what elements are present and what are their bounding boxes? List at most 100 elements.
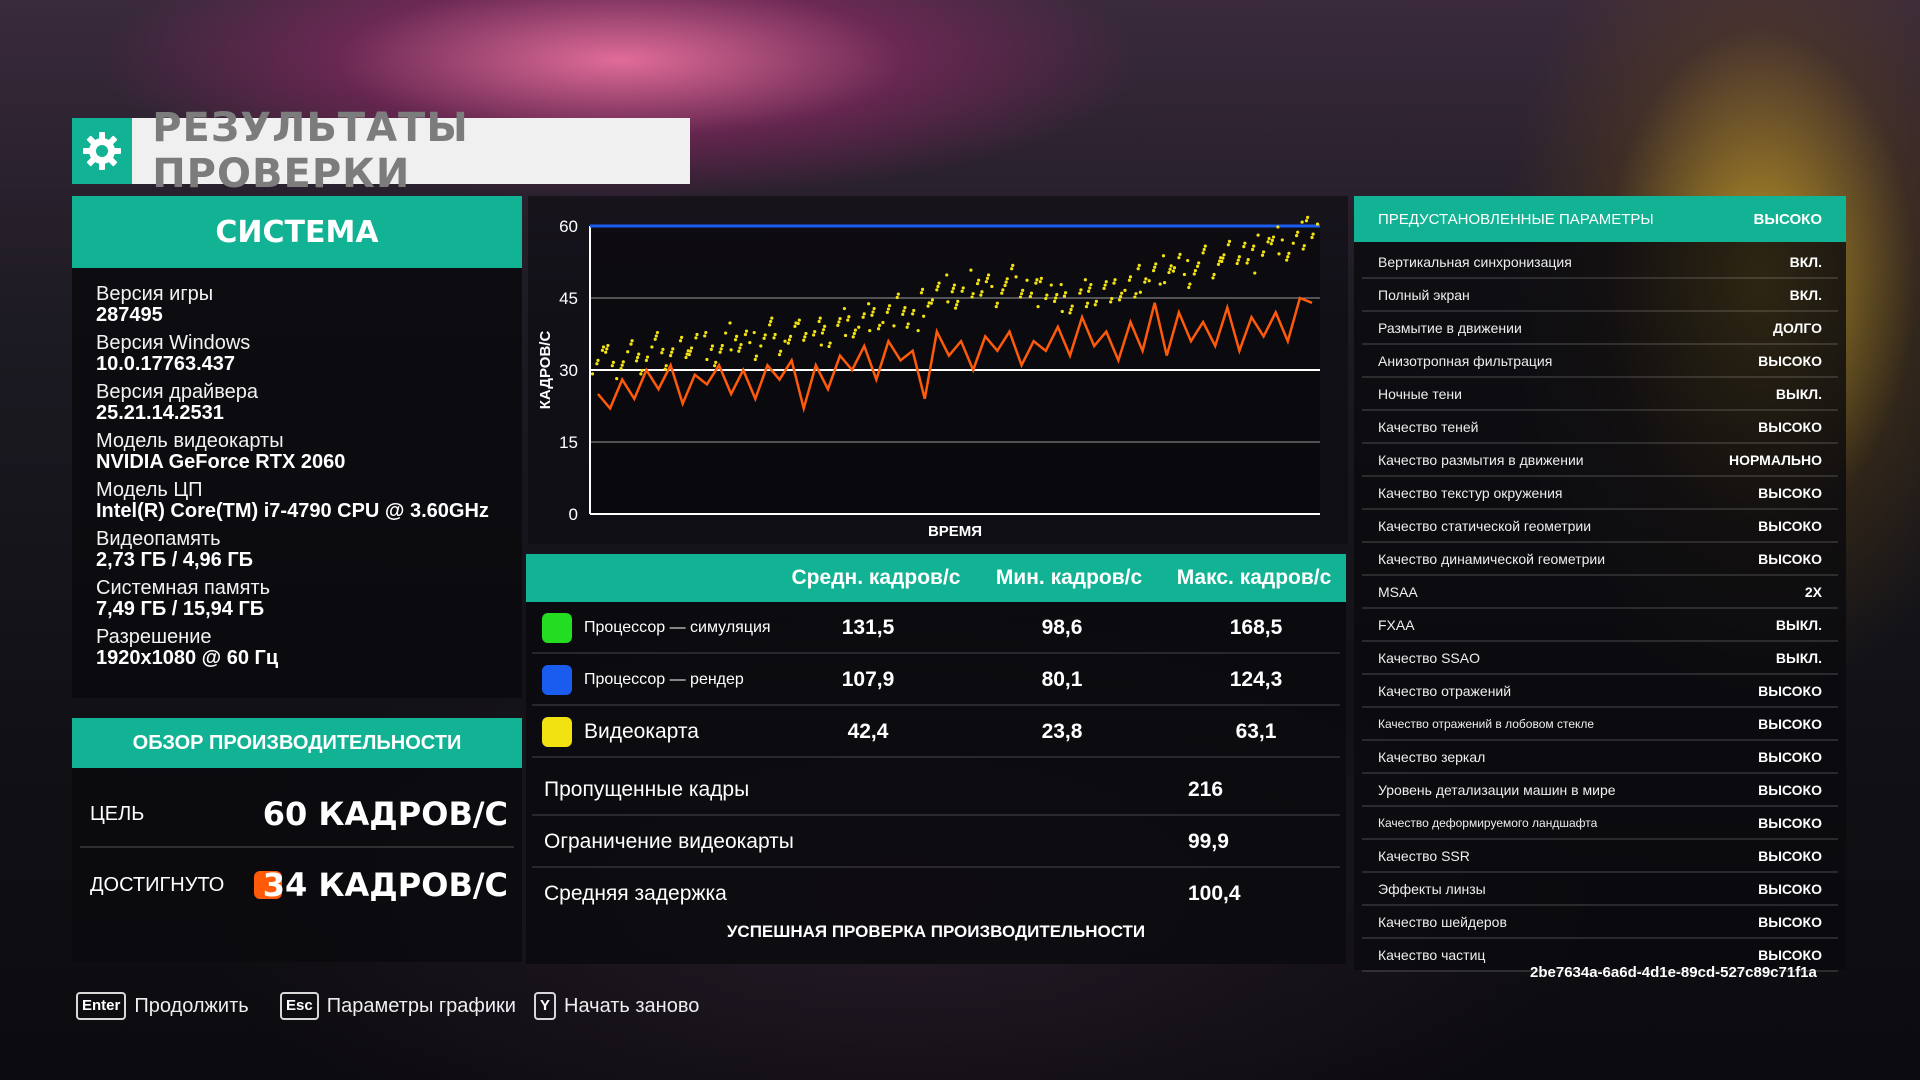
gpu-frame-point [606,343,610,348]
extra-value: 100,4 [1188,882,1241,905]
min-value: 23,8 [1041,720,1083,743]
y-axis-label: КАДРОВ/С [537,331,554,410]
sys-label: Версия Windows [96,332,251,354]
setting-name: Качество SSAO [1378,649,1480,666]
setting-row: MSAA 2X [1362,576,1838,609]
graphics-settings-button[interactable]: Esc Параметры графики [280,990,516,1022]
gpu-frame-point [753,357,757,362]
sys-value: 10.0.17763.437 [96,353,236,375]
gpu-frame-point [728,321,732,325]
gpu-frame-point [637,352,641,356]
gpu-frame-point [773,332,777,337]
settings-panel: ПРЕДУСТАНОВЛЕННЫЕ ПАРАМЕТРЫ ВЫСОКО Верти… [1354,196,1846,972]
gpu-frame-point [1291,241,1295,245]
gpu-frame-point [820,331,825,335]
footer-label: Параметры графики [326,994,516,1017]
gpu-frame-point [1252,244,1256,248]
gpu-frame-point [660,351,664,355]
gpu-frame-point [687,353,691,357]
setting-row: Качество текстур окружения ВЫСОКО [1362,477,1838,510]
gpu-frame-point [823,324,827,328]
target-row: ЦЕЛЬ 60 КАДРОВ/С [80,782,514,848]
gpu-frame-point [1127,278,1131,282]
extra-value: 99,9 [1188,830,1229,853]
gpu-frame-point [971,292,975,296]
setting-name: Качество зеркал [1378,748,1486,765]
frametime-line [597,296,1313,414]
gpu-frame-point [1044,296,1048,301]
system-info-list: Версия игры 287495 Версия Windows 10.0.177… [72,268,522,669]
gpu-frame-point [872,306,876,311]
gpu-frame-point [650,345,654,349]
settings-header: ПРЕДУСТАНОВЛЕННЫЕ ПАРАМЕТРЫ ВЫСОКО [1354,196,1846,242]
gpu-frame-point [930,298,935,302]
gpu-frame-point [1271,235,1276,239]
gpu-frame-point [1188,282,1192,286]
gpu-frame-point [936,284,940,289]
gpu-frame-point [1038,280,1042,284]
restart-button[interactable]: Y Начать заново [534,990,699,1022]
gpu-frame-point [975,282,980,286]
gpu-frame-point [1226,243,1230,247]
setting-name: Качество деформируемого ландшафта [1378,815,1598,830]
gpu-frame-point [916,329,920,333]
gpu-frame-point [763,333,767,337]
gpu-frame-point [853,328,858,332]
gpu-frame-point [1001,288,1005,292]
gpu-frame-point [838,317,842,321]
gpu-frame-point [1294,234,1299,238]
gpu-frame-point [886,307,891,311]
gpu-frame-point [984,280,988,284]
gpu-frame-point [590,372,595,376]
system-header: СИСТЕМА [72,196,522,268]
gpu-frame-point [630,339,634,343]
gpu-frame-point [1045,293,1049,297]
setting-value: ВЫСОКО [1758,880,1822,897]
gpu-frame-point [1243,241,1247,245]
continue-button[interactable]: Enter Продолжить [76,990,249,1022]
gpu-frame-point [1109,300,1113,304]
session-id: 2be7634a-6a6d-4d1e-89cd-527c89c71f1a [1530,964,1817,981]
dropped-frames-row: Пропущенные кадры 216 [532,764,1340,816]
gpu-frame-point [977,278,981,282]
col-avg-fps: Средн. кадров/с [791,566,961,589]
gpu-frame-point [634,359,639,363]
gpu-frame-point [1168,267,1172,271]
gpu-frame-point [1192,272,1196,276]
setting-value: ВКЛ. [1789,253,1822,270]
gpu-frame-point [680,335,684,339]
gpu-frame-point [1246,258,1250,262]
gpu-frame-point [1052,299,1057,303]
gpu-frame-point [1197,261,1201,265]
sys-value: 25.21.14.2531 [96,402,224,424]
gpu-frame-point [1049,283,1053,287]
gpu-frame-point [994,305,998,309]
gpu-frame-point [636,355,640,360]
gpu-frame-point [1054,296,1058,300]
video-memory: Видеопамять 2,73 ГБ / 4,96 ГБ [96,529,522,571]
gpu-frame-point [1186,258,1190,263]
achieved-color-swatch [254,871,282,899]
setting-row: Качество отражений ВЫСОКО [1362,675,1838,708]
gpu-frame-point [867,302,871,306]
gpu-frame-point [813,330,817,334]
gpu-frame-point [1285,258,1289,262]
setting-name: Вертикальная синхронизация [1378,253,1572,270]
gpu-frame-point [1151,269,1156,273]
gpu-frame-point [1014,275,1018,279]
gpu-frame-point [797,318,801,322]
gpu-frame-point [1256,233,1260,237]
gpu-frame-point [678,339,683,343]
gpu-frame-point [688,349,693,353]
gpu-frame-point [803,335,807,339]
overview-title: ОБЗОР ПРОИЗВОДИТЕЛЬНОСТИ [132,731,462,754]
gpu-frame-point [1221,256,1225,260]
sys-value: NVIDIA GeForce RTX 2060 [96,451,346,473]
gpu-frame-point [950,290,954,294]
gpu-frame-point [912,308,916,313]
gpu-frame-point [724,331,728,335]
gpu-frame-point [1315,222,1320,226]
gpu-frame-point [1227,239,1232,243]
gpu-frame-point [1104,280,1108,284]
gpu-frame-point [1011,263,1015,267]
